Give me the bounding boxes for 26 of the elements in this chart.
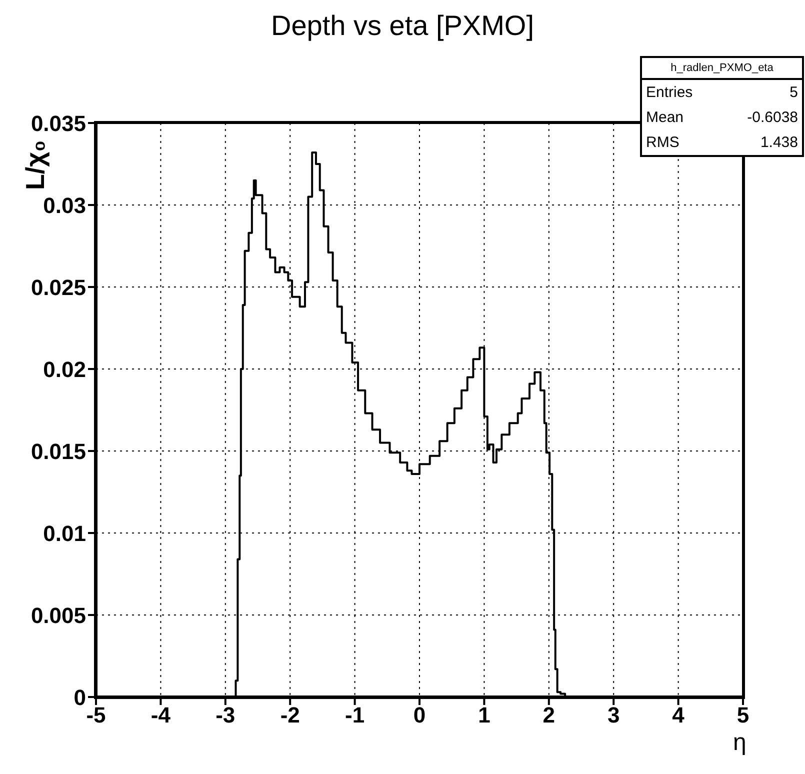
x-tick-label: -4 <box>150 702 172 728</box>
y-tick-label: 0.02 <box>43 356 86 382</box>
x-tick-label: 2 <box>542 702 556 728</box>
y-tick-label: 0.035 <box>30 110 86 136</box>
y-tick-label: 0.01 <box>43 520 86 546</box>
x-tick-label: -1 <box>345 702 365 728</box>
y-tick-label: 0 <box>74 684 86 710</box>
text: Mean -0.6038 <box>646 109 798 126</box>
chart-title: Depth vs eta [PXMO] <box>270 10 535 42</box>
x-tick-label: 0 <box>413 702 426 728</box>
x-tick-label: 5 <box>736 702 750 728</box>
x-tick-label: -5 <box>86 702 106 728</box>
x-tick-label: 4 <box>672 702 686 728</box>
x-tick-label: -3 <box>216 702 236 728</box>
text: h_radlen_PXMO_eta <box>642 58 802 80</box>
text: RMS 1.438 <box>646 134 798 151</box>
text: Entries 5 <box>646 84 798 101</box>
x-axis-title: η <box>733 729 746 757</box>
y-tick-label: 0.015 <box>30 438 86 464</box>
x-tick-label: 1 <box>478 702 490 728</box>
y-tick-label: 0.03 <box>43 192 86 218</box>
y-axis-title: L/χ₀ <box>20 140 51 190</box>
y-tick-label: 0.005 <box>30 602 86 628</box>
x-tick-label: -2 <box>280 702 300 728</box>
y-tick-label: 0.025 <box>30 274 86 300</box>
x-tick-label: 3 <box>607 702 620 728</box>
